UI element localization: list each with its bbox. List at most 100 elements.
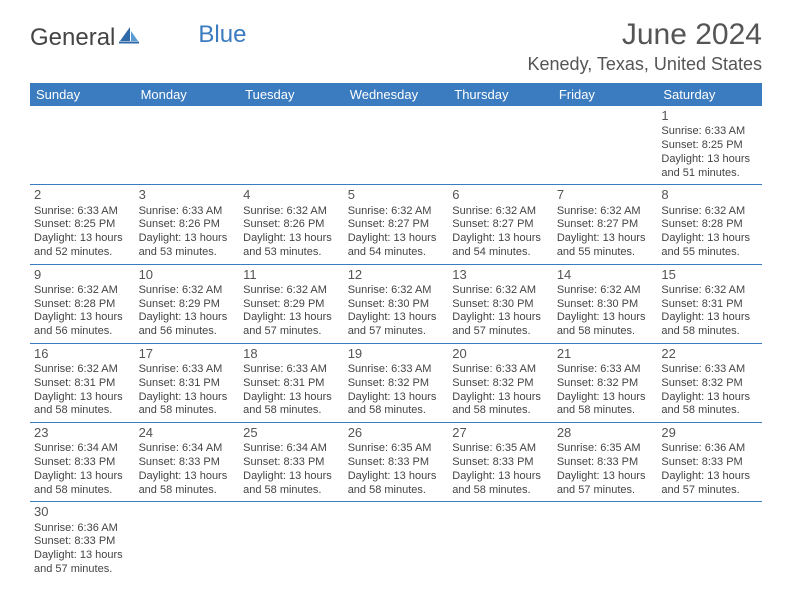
day-number: 26 [348,425,445,441]
day-number: 2 [34,187,131,203]
calendar-cell: 26Sunrise: 6:35 AMSunset: 8:33 PMDayligh… [344,423,449,502]
cell-line: Sunset: 8:33 PM [452,456,549,470]
cell-line: Sunrise: 6:33 AM [661,125,758,139]
calendar-cell-empty [344,502,449,581]
calendar-cell: 13Sunrise: 6:32 AMSunset: 8:30 PMDayligh… [448,264,553,343]
calendar-cell-empty [239,106,344,185]
cell-line: Sunrise: 6:33 AM [34,205,131,219]
cell-line: Sunset: 8:33 PM [661,456,758,470]
calendar-cell: 9Sunrise: 6:32 AMSunset: 8:28 PMDaylight… [30,264,135,343]
calendar-cell: 1Sunrise: 6:33 AMSunset: 8:25 PMDaylight… [657,106,762,185]
calendar-table: SundayMondayTuesdayWednesdayThursdayFrid… [30,83,762,581]
calendar-cell: 22Sunrise: 6:33 AMSunset: 8:32 PMDayligh… [657,343,762,422]
day-header-row: SundayMondayTuesdayWednesdayThursdayFrid… [30,83,762,106]
cell-line: and 51 minutes. [661,167,758,181]
calendar-cell: 18Sunrise: 6:33 AMSunset: 8:31 PMDayligh… [239,343,344,422]
calendar-cell: 25Sunrise: 6:34 AMSunset: 8:33 PMDayligh… [239,423,344,502]
day-number: 25 [243,425,340,441]
cell-line: Daylight: 13 hours [34,232,131,246]
calendar-row: 23Sunrise: 6:34 AMSunset: 8:33 PMDayligh… [30,423,762,502]
cell-line: Sunset: 8:25 PM [34,218,131,232]
day-number: 6 [452,187,549,203]
cell-line: Sunrise: 6:33 AM [139,205,236,219]
calendar-row: 9Sunrise: 6:32 AMSunset: 8:28 PMDaylight… [30,264,762,343]
calendar-cell: 30Sunrise: 6:36 AMSunset: 8:33 PMDayligh… [30,502,135,581]
calendar-cell: 15Sunrise: 6:32 AMSunset: 8:31 PMDayligh… [657,264,762,343]
cell-line: Daylight: 13 hours [139,391,236,405]
cell-line: and 57 minutes. [557,484,654,498]
day-header: Wednesday [344,83,449,106]
cell-line: and 54 minutes. [452,246,549,260]
calendar-cell: 29Sunrise: 6:36 AMSunset: 8:33 PMDayligh… [657,423,762,502]
cell-line: Sunrise: 6:32 AM [348,205,445,219]
calendar-cell: 5Sunrise: 6:32 AMSunset: 8:27 PMDaylight… [344,185,449,264]
cell-line: Daylight: 13 hours [243,391,340,405]
cell-line: Sunset: 8:28 PM [661,218,758,232]
cell-line: and 58 minutes. [34,484,131,498]
cell-line: Daylight: 13 hours [139,311,236,325]
day-number: 7 [557,187,654,203]
calendar-cell-empty [30,106,135,185]
day-number: 11 [243,267,340,283]
cell-line: Sunset: 8:33 PM [243,456,340,470]
calendar-cell: 27Sunrise: 6:35 AMSunset: 8:33 PMDayligh… [448,423,553,502]
day-number: 8 [661,187,758,203]
cell-line: and 57 minutes. [661,484,758,498]
day-number: 3 [139,187,236,203]
cell-line: Sunset: 8:29 PM [243,298,340,312]
cell-line: Sunrise: 6:32 AM [557,284,654,298]
cell-line: and 55 minutes. [557,246,654,260]
calendar-cell-empty [448,106,553,185]
cell-line: and 56 minutes. [139,325,236,339]
calendar-body: 1Sunrise: 6:33 AMSunset: 8:25 PMDaylight… [30,106,762,581]
calendar-row: 2Sunrise: 6:33 AMSunset: 8:25 PMDaylight… [30,185,762,264]
calendar-row: 1Sunrise: 6:33 AMSunset: 8:25 PMDaylight… [30,106,762,185]
calendar-cell: 6Sunrise: 6:32 AMSunset: 8:27 PMDaylight… [448,185,553,264]
calendar-cell: 10Sunrise: 6:32 AMSunset: 8:29 PMDayligh… [135,264,240,343]
cell-line: and 53 minutes. [139,246,236,260]
cell-line: Sunrise: 6:36 AM [34,522,131,536]
calendar-cell: 14Sunrise: 6:32 AMSunset: 8:30 PMDayligh… [553,264,658,343]
logo: General Blue [30,18,246,52]
cell-line: Sunset: 8:30 PM [452,298,549,312]
cell-line: and 58 minutes. [139,484,236,498]
cell-line: Daylight: 13 hours [661,391,758,405]
cell-line: Daylight: 13 hours [139,470,236,484]
cell-line: and 52 minutes. [34,246,131,260]
day-header: Tuesday [239,83,344,106]
page-header: General Blue June 2024 Kenedy, Texas, Un… [30,18,762,75]
cell-line: Daylight: 13 hours [452,391,549,405]
cell-line: Sunset: 8:31 PM [139,377,236,391]
calendar-cell: 24Sunrise: 6:34 AMSunset: 8:33 PMDayligh… [135,423,240,502]
cell-line: Sunrise: 6:32 AM [243,205,340,219]
day-header: Thursday [448,83,553,106]
calendar-cell: 4Sunrise: 6:32 AMSunset: 8:26 PMDaylight… [239,185,344,264]
logo-text-general: General [30,24,115,52]
cell-line: Sunset: 8:32 PM [452,377,549,391]
day-number: 24 [139,425,236,441]
cell-line: Sunrise: 6:32 AM [348,284,445,298]
day-header: Monday [135,83,240,106]
cell-line: and 56 minutes. [34,325,131,339]
cell-line: Sunset: 8:31 PM [661,298,758,312]
title-block: June 2024 Kenedy, Texas, United States [528,18,762,75]
cell-line: Sunrise: 6:32 AM [557,205,654,219]
cell-line: Sunrise: 6:35 AM [348,442,445,456]
cell-line: Sunrise: 6:32 AM [452,205,549,219]
day-number: 1 [661,108,758,124]
cell-line: Daylight: 13 hours [243,232,340,246]
calendar-row: 16Sunrise: 6:32 AMSunset: 8:31 PMDayligh… [30,343,762,422]
cell-line: Daylight: 13 hours [243,311,340,325]
day-number: 20 [452,346,549,362]
cell-line: and 58 minutes. [661,325,758,339]
logo-sail-icon [118,24,140,52]
cell-line: Daylight: 13 hours [557,470,654,484]
day-header: Friday [553,83,658,106]
cell-line: and 54 minutes. [348,246,445,260]
calendar-cell: 11Sunrise: 6:32 AMSunset: 8:29 PMDayligh… [239,264,344,343]
cell-line: and 55 minutes. [661,246,758,260]
calendar-cell-empty [553,502,658,581]
cell-line: Sunrise: 6:32 AM [661,205,758,219]
day-number: 30 [34,504,131,520]
cell-line: Sunset: 8:32 PM [661,377,758,391]
